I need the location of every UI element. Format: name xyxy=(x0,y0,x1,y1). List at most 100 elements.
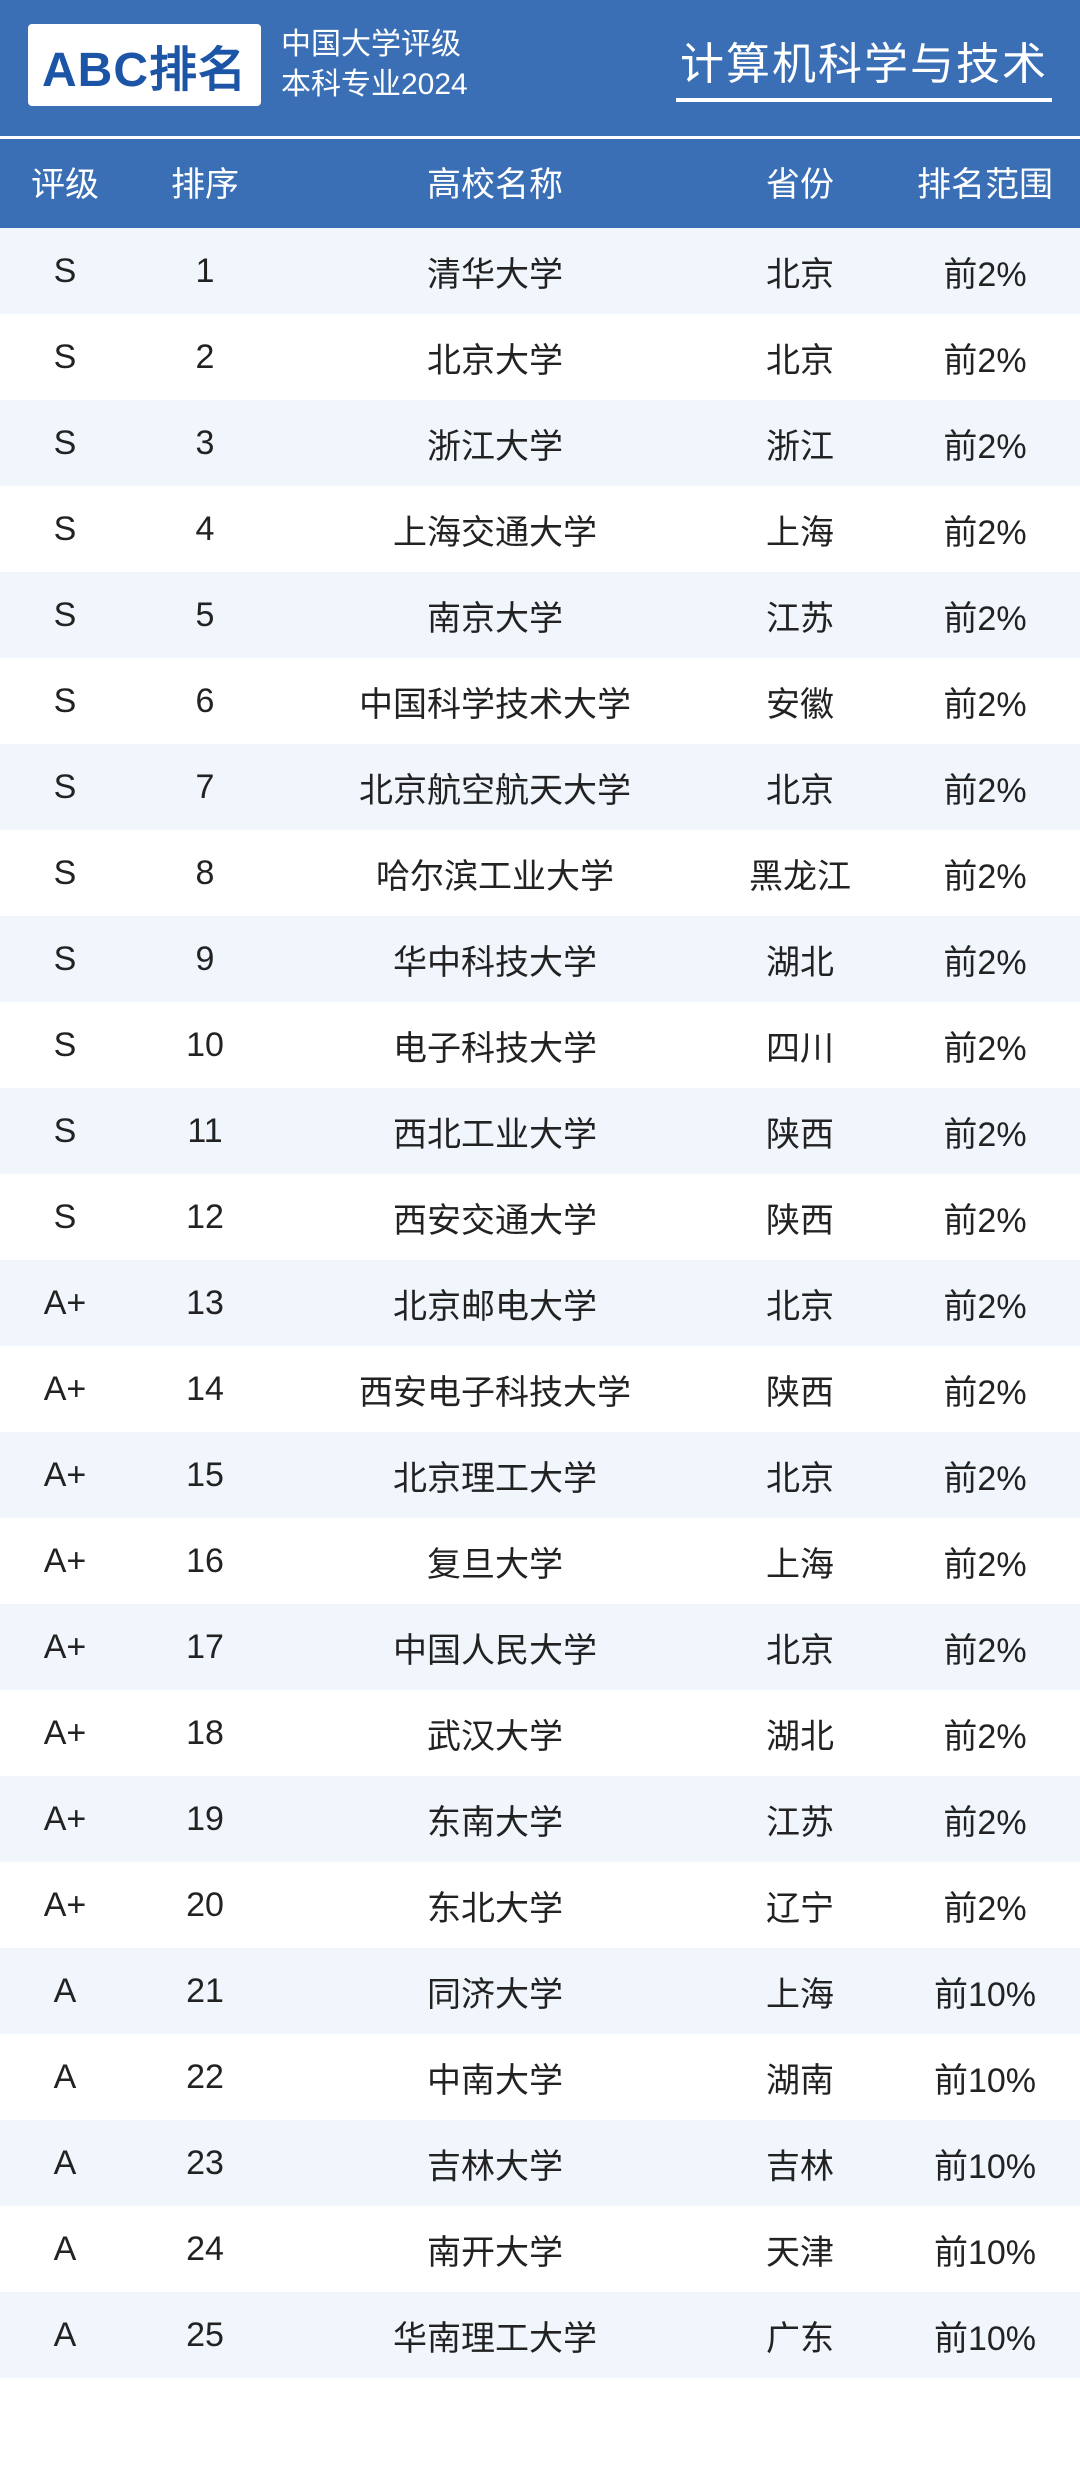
cell-name: 哈尔滨工业大学 xyxy=(280,849,710,898)
cell-grade: S xyxy=(0,596,130,635)
cell-grade: S xyxy=(0,252,130,291)
cell-province: 北京 xyxy=(710,247,890,296)
table-row: S9华中科技大学湖北前2% xyxy=(0,916,1080,1002)
cell-grade: A xyxy=(0,2144,130,2183)
cell-rank: 8 xyxy=(130,854,280,893)
cell-name: 同济大学 xyxy=(280,1967,710,2016)
table-row: A+14西安电子科技大学陕西前2% xyxy=(0,1346,1080,1432)
cell-grade: A+ xyxy=(0,1542,130,1581)
cell-rank: 7 xyxy=(130,768,280,807)
cell-name: 北京航空航天大学 xyxy=(280,763,710,812)
cell-range: 前2% xyxy=(890,1279,1080,1328)
cell-province: 辽宁 xyxy=(710,1881,890,1930)
cell-province: 北京 xyxy=(710,763,890,812)
cell-range: 前10% xyxy=(890,2225,1080,2274)
cell-grade: A xyxy=(0,2230,130,2269)
table-row: S5南京大学江苏前2% xyxy=(0,572,1080,658)
cell-province: 湖北 xyxy=(710,935,890,984)
cell-rank: 24 xyxy=(130,2230,280,2269)
cell-province: 北京 xyxy=(710,333,890,382)
cell-name: 武汉大学 xyxy=(280,1709,710,1758)
cell-name: 电子科技大学 xyxy=(280,1021,710,1070)
cell-rank: 9 xyxy=(130,940,280,979)
cell-rank: 5 xyxy=(130,596,280,635)
table-row: A+19东南大学江苏前2% xyxy=(0,1776,1080,1862)
table-row: S10电子科技大学四川前2% xyxy=(0,1002,1080,1088)
cell-range: 前2% xyxy=(890,333,1080,382)
cell-province: 广东 xyxy=(710,2311,890,2360)
table-row: A+18武汉大学湖北前2% xyxy=(0,1690,1080,1776)
cell-rank: 2 xyxy=(130,338,280,377)
cell-range: 前2% xyxy=(890,1365,1080,1414)
cell-name: 南京大学 xyxy=(280,591,710,640)
cell-grade: A+ xyxy=(0,1284,130,1323)
table-row: A23吉林大学吉林前10% xyxy=(0,2120,1080,2206)
cell-province: 黑龙江 xyxy=(710,849,890,898)
cell-range: 前2% xyxy=(890,419,1080,468)
cell-range: 前2% xyxy=(890,591,1080,640)
table-header-row: 评级 排序 高校名称 省份 排名范围 xyxy=(0,136,1080,228)
cell-rank: 18 xyxy=(130,1714,280,1753)
cell-province: 北京 xyxy=(710,1451,890,1500)
col-header-grade: 评级 xyxy=(0,157,130,206)
cell-province: 上海 xyxy=(710,505,890,554)
cell-grade: A+ xyxy=(0,1800,130,1839)
cell-range: 前10% xyxy=(890,1967,1080,2016)
cell-name: 中南大学 xyxy=(280,2053,710,2102)
table-row: S12西安交通大学陕西前2% xyxy=(0,1174,1080,1260)
cell-range: 前2% xyxy=(890,849,1080,898)
header-line-1: 中国大学评级 xyxy=(281,25,656,66)
cell-grade: A+ xyxy=(0,1628,130,1667)
cell-name: 北京大学 xyxy=(280,333,710,382)
table-row: S7北京航空航天大学北京前2% xyxy=(0,744,1080,830)
cell-grade: S xyxy=(0,424,130,463)
cell-range: 前10% xyxy=(890,2139,1080,2188)
table-row: S3浙江大学浙江前2% xyxy=(0,400,1080,486)
cell-name: 中国科学技术大学 xyxy=(280,677,710,726)
cell-rank: 25 xyxy=(130,2316,280,2355)
cell-range: 前2% xyxy=(890,1623,1080,1672)
cell-province: 上海 xyxy=(710,1537,890,1586)
cell-range: 前2% xyxy=(890,935,1080,984)
table-row: A+17中国人民大学北京前2% xyxy=(0,1604,1080,1690)
cell-name: 西安电子科技大学 xyxy=(280,1365,710,1414)
cell-name: 西北工业大学 xyxy=(280,1107,710,1156)
cell-province: 北京 xyxy=(710,1623,890,1672)
cell-name: 吉林大学 xyxy=(280,2139,710,2188)
cell-grade: S xyxy=(0,510,130,549)
col-header-province: 省份 xyxy=(710,157,890,206)
cell-name: 西安交通大学 xyxy=(280,1193,710,1242)
cell-grade: S xyxy=(0,768,130,807)
cell-grade: S xyxy=(0,940,130,979)
cell-range: 前2% xyxy=(890,1537,1080,1586)
cell-grade: S xyxy=(0,1198,130,1237)
cell-rank: 21 xyxy=(130,1972,280,2011)
cell-rank: 1 xyxy=(130,252,280,291)
cell-grade: A xyxy=(0,1972,130,2011)
col-header-name: 高校名称 xyxy=(280,157,710,206)
table-row: S6中国科学技术大学安徽前2% xyxy=(0,658,1080,744)
cell-province: 江苏 xyxy=(710,591,890,640)
cell-rank: 13 xyxy=(130,1284,280,1323)
cell-province: 上海 xyxy=(710,1967,890,2016)
cell-province: 陕西 xyxy=(710,1107,890,1156)
cell-province: 湖南 xyxy=(710,2053,890,2102)
cell-grade: A+ xyxy=(0,1714,130,1753)
cell-rank: 6 xyxy=(130,682,280,721)
table-row: A+20东北大学辽宁前2% xyxy=(0,1862,1080,1948)
cell-rank: 4 xyxy=(130,510,280,549)
table-row: S4上海交通大学上海前2% xyxy=(0,486,1080,572)
col-header-range: 排名范围 xyxy=(890,157,1080,206)
cell-rank: 17 xyxy=(130,1628,280,1667)
cell-rank: 16 xyxy=(130,1542,280,1581)
cell-province: 吉林 xyxy=(710,2139,890,2188)
cell-range: 前2% xyxy=(890,677,1080,726)
cell-grade: A+ xyxy=(0,1370,130,1409)
cell-rank: 3 xyxy=(130,424,280,463)
cell-range: 前2% xyxy=(890,763,1080,812)
cell-grade: S xyxy=(0,854,130,893)
cell-rank: 14 xyxy=(130,1370,280,1409)
table-row: A25华南理工大学广东前10% xyxy=(0,2292,1080,2378)
header-subtitle-block: 中国大学评级 本科专业2024 xyxy=(281,25,656,106)
cell-name: 上海交通大学 xyxy=(280,505,710,554)
